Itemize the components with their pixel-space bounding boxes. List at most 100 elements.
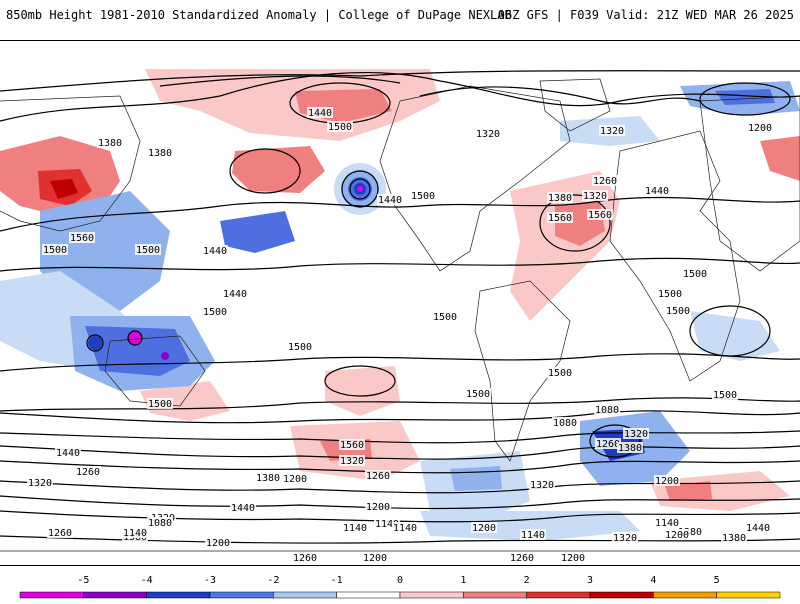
contour-label: 1320 [530, 480, 554, 491]
anomaly-negative-coral-max2 [128, 331, 142, 345]
anomaly-positive-east [650, 471, 790, 511]
contour-label: 1080 [148, 518, 172, 529]
contour-label-bg [339, 439, 365, 450]
contour-label: 1200 [283, 474, 307, 485]
contour-label: 1500 [43, 245, 67, 256]
contour-closed-atl [539, 194, 611, 252]
contour-label: 1500 [433, 312, 457, 323]
contour-label: 1560 [588, 210, 612, 221]
contour-label-bg [205, 537, 231, 548]
anomaly-positive-sepac [325, 366, 400, 416]
colorbar-tick-label: 3 [586, 575, 594, 586]
contour-label: 1500 [466, 389, 490, 400]
contour-label: 1500 [666, 306, 690, 317]
anomaly-negative-arctic-core [715, 89, 775, 105]
anomaly-negative-coral-max3 [161, 352, 169, 360]
map-panel[interactable]: 1440 1500 1380 1380 1320 1320 1200 1260 1560 1380… [0, 40, 800, 566]
contour-label-bg [202, 245, 228, 256]
contour-label: 1260 [48, 528, 72, 539]
contour-1380-north [0, 70, 800, 92]
contour-label-bg [97, 137, 123, 148]
contour-label: 1200 [665, 530, 689, 541]
contour-label-bg [471, 522, 497, 533]
anomaly-positive-aus [140, 381, 230, 421]
contour-label: 1260 [76, 467, 100, 478]
contour-closed-ind [689, 305, 771, 357]
contour-closed-coral2 [127, 330, 143, 346]
contour-label-bg [587, 209, 613, 220]
colorbar-svg [19, 591, 781, 599]
contour-label: 1320 [624, 429, 648, 440]
colorbar-segments [19, 591, 781, 599]
contour-label: 1140 [655, 518, 679, 529]
contour-label-bg [374, 518, 400, 529]
contour-label: 1560 [70, 233, 94, 244]
contour-label-bg [547, 367, 573, 378]
contour-label: 1200 [655, 476, 679, 487]
contour-south-1380 [0, 430, 800, 444]
contour-label: 1200 [206, 538, 230, 549]
contour-label: 1500 [203, 307, 227, 318]
contour-label-bg [392, 522, 418, 533]
contour-label: 1260 [593, 176, 617, 187]
contour-label: 1560 [548, 213, 572, 224]
contour-label-bg [465, 388, 491, 399]
anomaly-negative-south-core [450, 466, 502, 491]
colorbar-segment [146, 591, 211, 599]
contour-label: 1500 [148, 399, 172, 410]
colorbar-tick-label: -5 [77, 575, 90, 586]
colorbar [0, 566, 800, 600]
contour-label-bg [69, 232, 95, 243]
contour-label-bg [135, 244, 161, 255]
contour-label-bg [230, 502, 256, 513]
asia-outline [0, 95, 141, 232]
contour-label: 1500 [288, 342, 312, 353]
contour-south-1140 [0, 495, 800, 510]
contour-label: 1440 [308, 108, 332, 119]
contour-label: 1080 [595, 405, 619, 416]
anomaly-positive-ne [760, 136, 800, 181]
contour-label-bg [75, 466, 101, 477]
colorbar-tick-label: 2 [523, 575, 530, 586]
contour-south-1500 [0, 397, 800, 412]
south-america-outline [474, 280, 571, 462]
contour-closed-sepac [324, 365, 396, 397]
contour-closed-epac [229, 148, 301, 194]
contour-label: 1320 [613, 533, 637, 544]
europe-africa-outline [609, 130, 741, 382]
australia-outline [104, 335, 206, 407]
anomaly-negative-indian [690, 311, 780, 361]
anomaly-negative-antarctic [420, 511, 640, 541]
contour-label-bg [657, 288, 683, 299]
contour-label-bg [682, 268, 708, 279]
contour-label-bg [287, 341, 313, 352]
contour-label-bg [339, 455, 365, 466]
contour-1320 [419, 86, 701, 105]
colorbar-segment [653, 591, 717, 599]
map-canvas[interactable]: 1440 1500 1380 1380 1320 1320 1200 1260 1560 1380… [0, 41, 800, 565]
eurasia-outline-east [699, 95, 800, 272]
anomaly-negative-coral-max1 [88, 336, 102, 350]
contour-label: 1200 [472, 523, 496, 534]
contour-label-bg [599, 125, 625, 136]
contour-label-bg [520, 529, 546, 540]
contour-closed-southatl [589, 424, 641, 458]
header: 850mb Height 1981-2010 Standardized Anom… [0, 0, 800, 40]
contour-label-bg [327, 121, 353, 132]
contour-label-bg [623, 428, 649, 439]
contour-label-bg [664, 529, 690, 540]
colorbar-segment [83, 591, 147, 599]
contour-label: 1440 [746, 523, 770, 534]
contour-label: 1500 [136, 245, 160, 256]
contour-label-bg [55, 447, 81, 458]
contour-label: 1200 [363, 553, 387, 564]
colorbar-segment [273, 591, 337, 599]
contour-label: 1380 [148, 148, 172, 159]
contour-label-bg [47, 527, 73, 538]
colorbar-tick-label: 0 [396, 575, 404, 586]
contour-label-bg [292, 552, 318, 563]
contour-label-bg [282, 473, 308, 484]
contour-label: 1380 [98, 138, 122, 149]
contour-label: 1440 [223, 289, 247, 300]
colorbar-segment [399, 591, 464, 599]
